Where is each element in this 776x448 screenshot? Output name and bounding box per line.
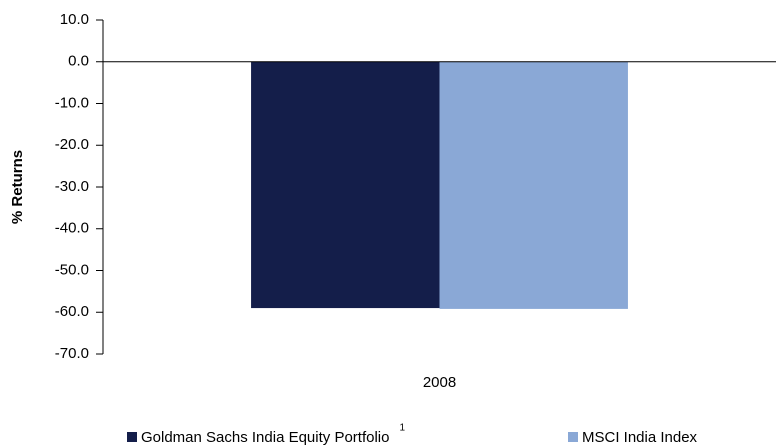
y-tick-label: 10.0 xyxy=(60,11,89,28)
y-tick-label: -20.0 xyxy=(55,136,89,153)
legend-label: Goldman Sachs India Equity Portfolio xyxy=(141,429,389,446)
y-tick-label: -30.0 xyxy=(55,178,89,195)
x-tick-label: 2008 xyxy=(423,374,456,391)
y-axis-label: % Returns xyxy=(9,150,26,224)
legend-label: MSCI India Index xyxy=(582,429,698,446)
legend-swatch xyxy=(127,432,137,442)
y-tick-label: -50.0 xyxy=(55,261,89,278)
y-tick-label: -60.0 xyxy=(55,303,89,320)
legend-footnote: 1 xyxy=(399,423,405,434)
y-tick-label: -10.0 xyxy=(55,94,89,111)
bar xyxy=(439,61,628,309)
y-tick-label: 0.0 xyxy=(68,53,89,70)
y-tick-label: -40.0 xyxy=(55,220,89,237)
y-tick-label: -70.0 xyxy=(55,345,89,362)
bar xyxy=(251,61,440,309)
legend-swatch xyxy=(568,432,578,442)
